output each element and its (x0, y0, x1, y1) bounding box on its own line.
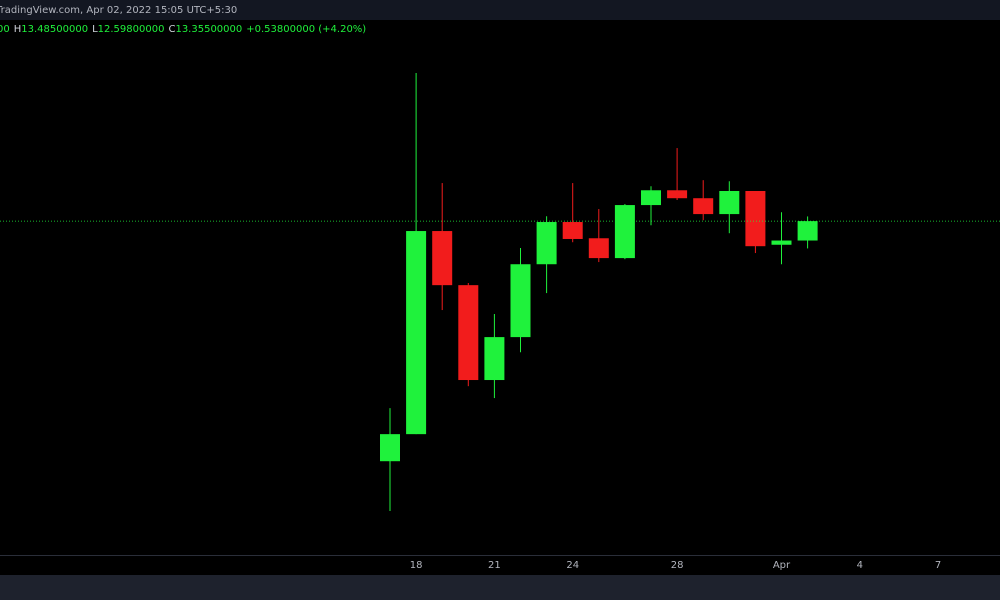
header-source: TradingView.com, Apr 02, 2022 15:05 UTC+… (0, 5, 237, 16)
legend-text: 00 H13.48500000 L12.59800000 C13.35500000 +0… (0, 24, 366, 35)
candle-body (797, 221, 818, 241)
legend-fragment: 00 (0, 24, 10, 35)
candle-body (380, 434, 400, 462)
ohlc-legend: 00 H13.48500000 L12.59800000 C13.35500000 +0… (0, 24, 366, 35)
candle-body (745, 190, 766, 247)
candle-body (771, 240, 792, 245)
x-tick-label: 7 (935, 560, 941, 571)
x-tick-label: 21 (488, 560, 501, 571)
plot-area (0, 20, 1000, 575)
x-tick-label: 4 (857, 560, 863, 571)
x-tick-label: 18 (410, 560, 423, 571)
bottom-bar (0, 575, 1000, 600)
candle-body (719, 190, 740, 215)
candle-body (484, 337, 505, 381)
candle-body (614, 205, 635, 259)
candle-body (693, 198, 714, 215)
x-tick-label: 24 (566, 560, 579, 571)
legend-low-label: L (92, 24, 98, 35)
x-tick-label: 28 (671, 560, 684, 571)
candle-body (536, 222, 557, 265)
candle-body (510, 264, 531, 338)
legend-high: 13.48500000 (21, 24, 88, 35)
legend-high-label: H (14, 24, 22, 35)
top-bar (0, 0, 1000, 20)
candle-body (641, 190, 661, 206)
legend-low: 12.59800000 (98, 24, 165, 35)
x-tick-label: Apr (773, 560, 791, 571)
legend-close-label: C (168, 24, 175, 35)
candles (0, 73, 1000, 511)
candle-body (588, 238, 609, 259)
candle-body (458, 285, 479, 381)
candle-body (562, 222, 583, 239)
legend-change: +0.53800000 (+4.20%) (246, 24, 366, 35)
candle-body (667, 190, 688, 199)
candle-body (406, 231, 427, 435)
candle-body (432, 231, 453, 286)
legend-close: 13.35500000 (175, 24, 242, 35)
